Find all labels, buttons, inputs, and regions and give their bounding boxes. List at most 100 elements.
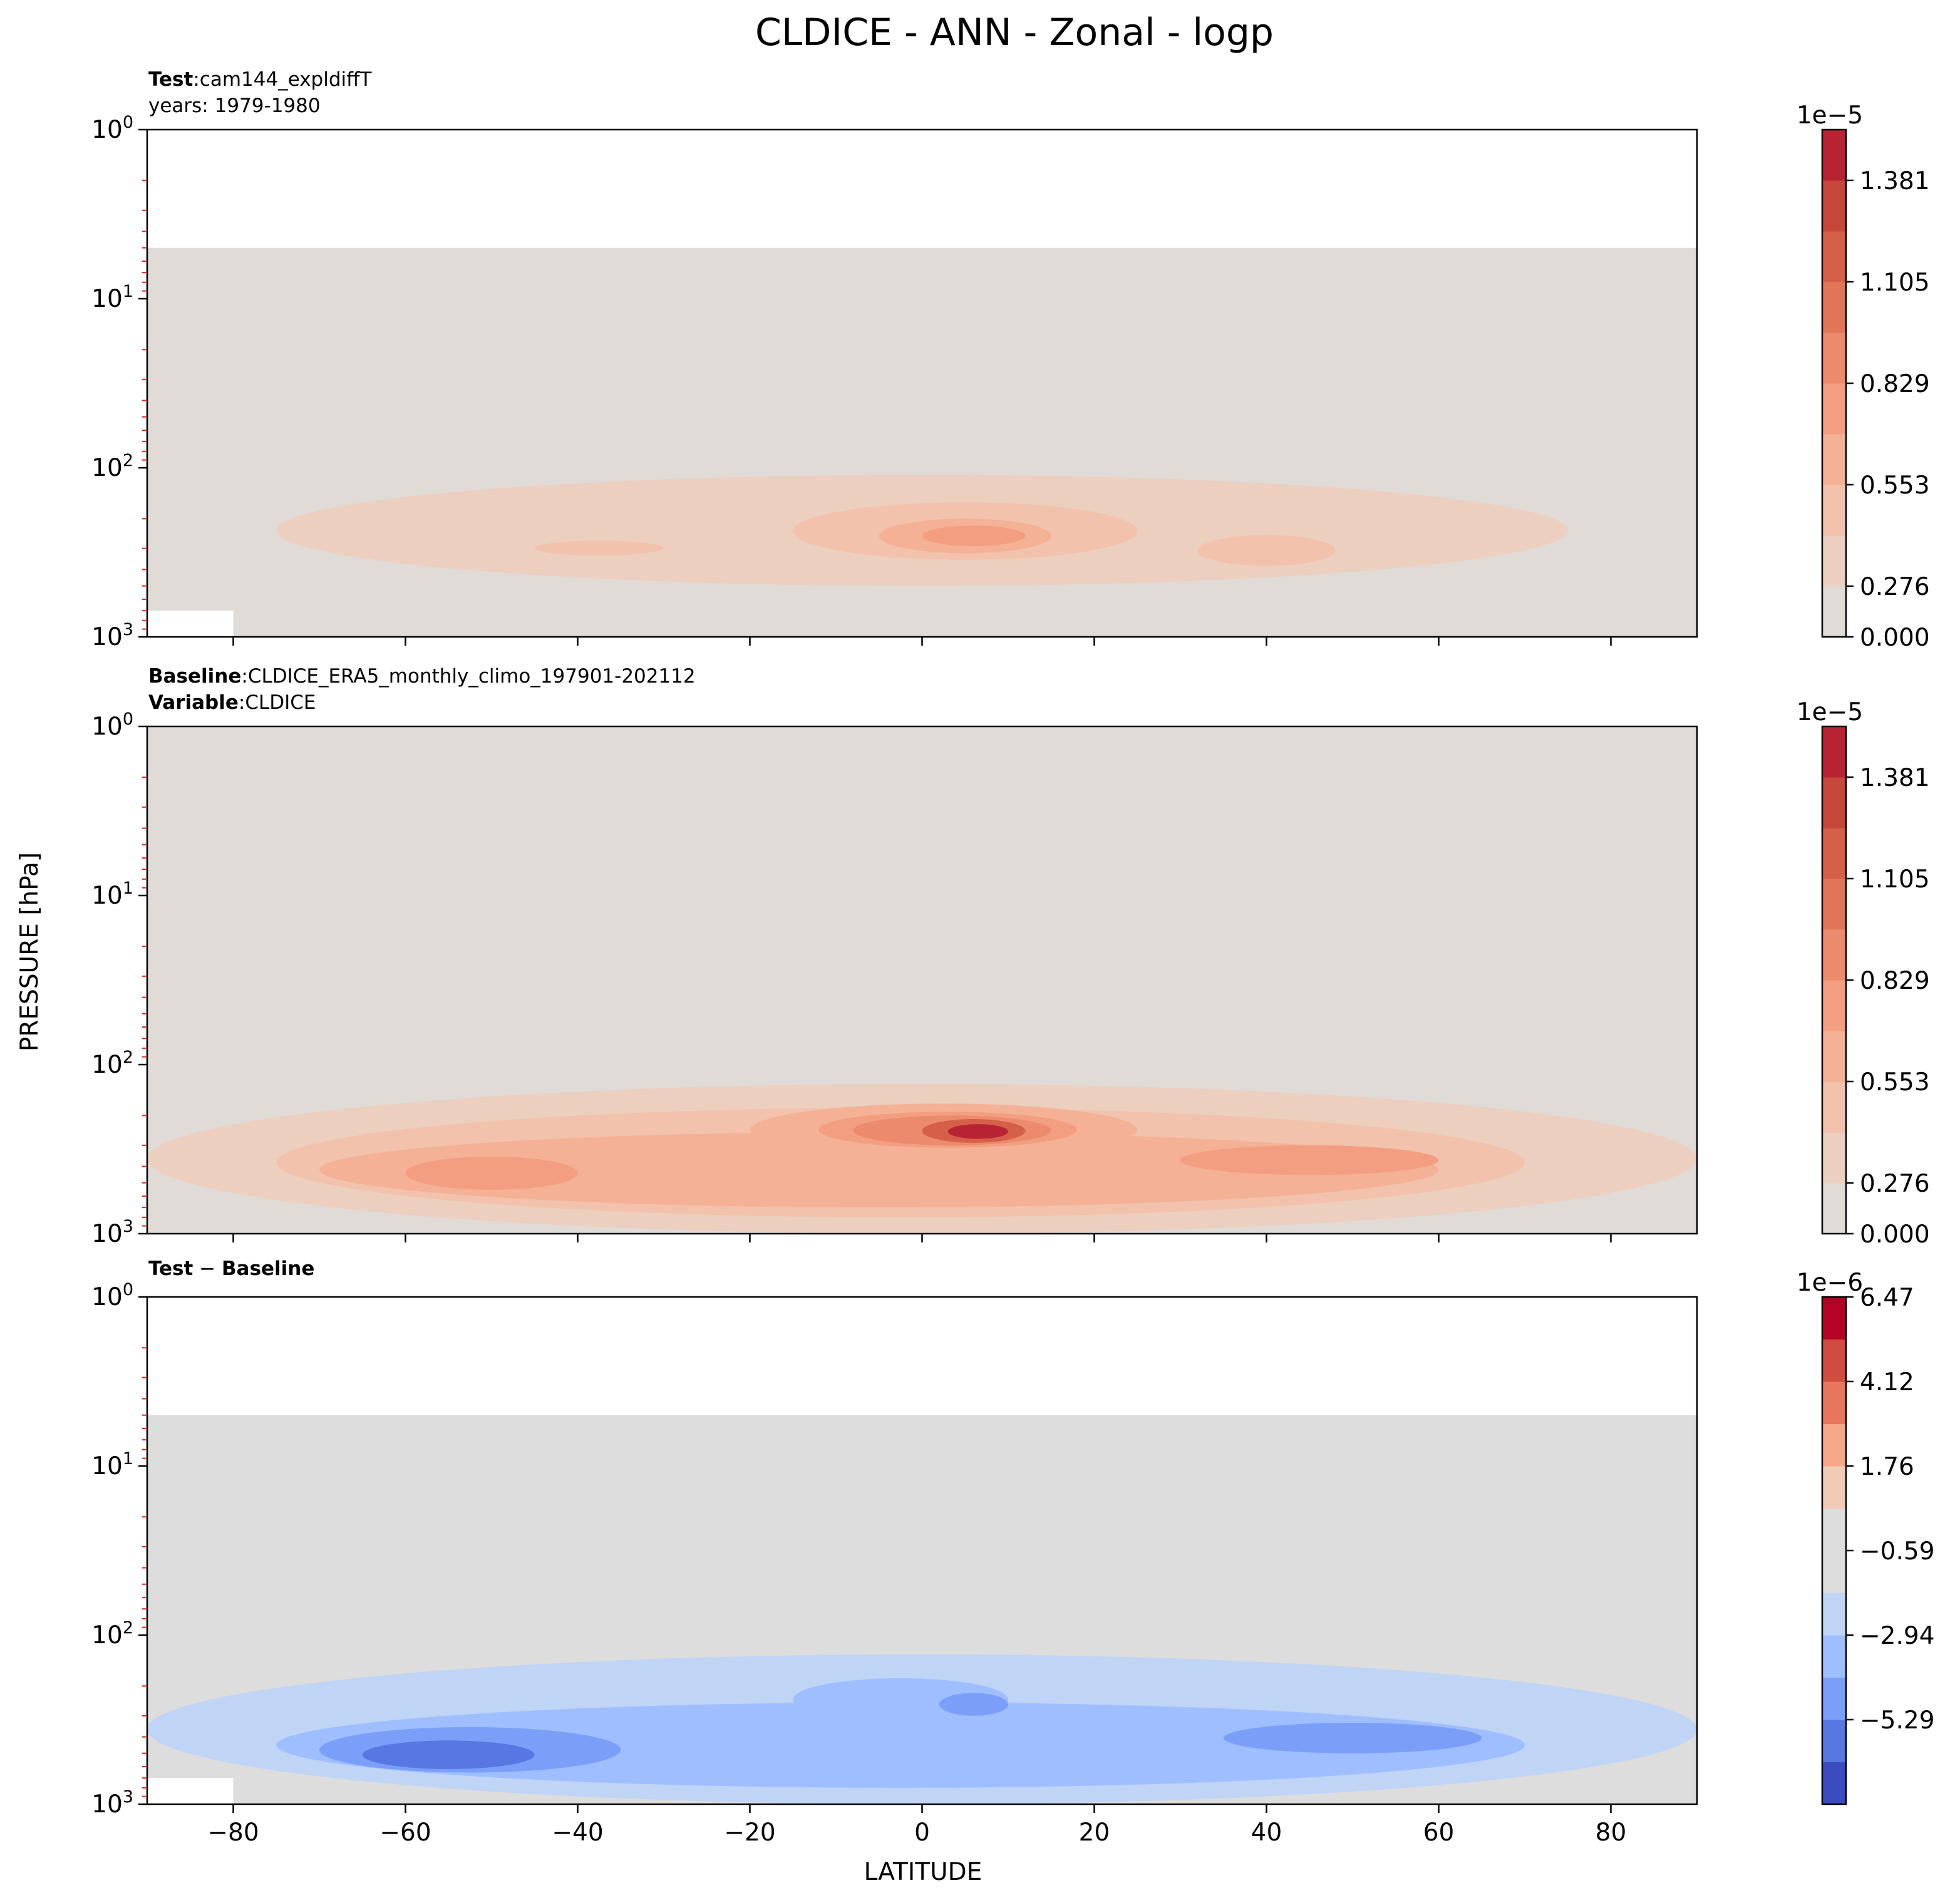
x-tick-label: 60 [1423, 1819, 1455, 1847]
x-tick-label: −20 [724, 1819, 775, 1847]
colorbar-segment [1822, 130, 1846, 181]
plot-area [147, 130, 1697, 637]
panel-difference: Test − Baseline 100 101 102 103 −80 −60 −40 −20 0… [91, 1257, 1934, 1847]
contour-region [319, 1132, 1439, 1208]
colorbar-segment [1822, 1423, 1846, 1467]
x-tick-label: 0 [914, 1819, 930, 1847]
colorbar-segment [1822, 1635, 1846, 1678]
colorbar-segment [1822, 1132, 1846, 1184]
x-axis-label: LATITUDE [864, 1858, 983, 1886]
colorbar-tick-label: 6.47 [1860, 1284, 1914, 1312]
colorbar-tick-label: 0.553 [1860, 472, 1930, 500]
panel-title-line: Baseline:CLDICE_ERA5_monthly_climo_19790… [148, 665, 696, 688]
colorbar-tick-label: 4.12 [1860, 1368, 1914, 1397]
colorbar-multiplier: 1e−6 [1797, 1269, 1863, 1297]
colorbar: 1e−5 1.381 1.105 0.829 0.553 0.276 0.000 [1797, 101, 1930, 652]
colorbar-segment [1822, 1297, 1846, 1340]
colorbar-tick-label: 0.829 [1860, 967, 1930, 995]
plot-area [147, 726, 1697, 1234]
colorbar-segment [1822, 1508, 1846, 1551]
colorbar-segment [1822, 1183, 1846, 1234]
colorbar-segment [1822, 1551, 1846, 1593]
y-tick-label: 102 [91, 1618, 133, 1650]
missing-data [147, 1778, 234, 1804]
y-axis-label: PRESSURE [hPa] [16, 852, 44, 1051]
colorbar-segment [1822, 333, 1846, 384]
colorbar-tick-label: 0.276 [1860, 573, 1930, 601]
colorbar-segment [1822, 180, 1846, 232]
panel-title-line: years: 1979-1980 [148, 95, 321, 117]
colorbar-multiplier: 1e−5 [1797, 698, 1863, 726]
x-tick-label: 80 [1596, 1819, 1627, 1847]
colorbar-segment [1822, 1339, 1846, 1382]
colorbar-segment [1822, 231, 1846, 282]
panel-baseline: Baseline:CLDICE_ERA5_monthly_climo_19790… [91, 665, 1929, 1249]
colorbar-tick-label: −2.94 [1860, 1622, 1935, 1650]
y-tick-label: 103 [91, 620, 133, 651]
colorbar-tick-label: 0.000 [1860, 1221, 1930, 1249]
missing-data [147, 611, 234, 637]
contour-region [939, 1693, 1008, 1716]
x-tick-label: −80 [207, 1819, 259, 1847]
colorbar-segment [1822, 1466, 1846, 1509]
plot-area [147, 1297, 1697, 1804]
x-tick-label: 20 [1079, 1819, 1110, 1847]
colorbar-segment [1822, 879, 1846, 930]
contour-region [276, 1702, 1525, 1788]
colorbar-tick-label: 1.381 [1860, 167, 1930, 195]
colorbar-segment [1822, 1720, 1846, 1762]
colorbar-tick-label: 0.276 [1860, 1170, 1930, 1198]
panel-title-line: Variable:CLDICE [148, 691, 316, 714]
panels: Test:cam144_expldiffT years: 1979-1980 100… [91, 68, 1934, 1847]
colorbar-tick-label: −0.59 [1860, 1537, 1935, 1566]
contour-region [1197, 535, 1336, 566]
colorbar-segment [1822, 1677, 1846, 1720]
contour-region [534, 540, 664, 555]
colorbar-segment [1822, 1031, 1846, 1082]
colorbar-segment [1822, 726, 1846, 778]
y-tick-label: 101 [91, 282, 133, 313]
x-tick-label: 40 [1251, 1819, 1282, 1847]
colorbar-segment [1822, 777, 1846, 829]
colorbar-segment [1822, 1762, 1846, 1805]
colorbar-segment [1822, 929, 1846, 981]
y-tick-label: 103 [91, 1217, 133, 1248]
colorbar-tick-label: 0.553 [1860, 1068, 1930, 1097]
contour-region [947, 1124, 1008, 1139]
y-tick-label: 100 [91, 1280, 133, 1311]
colorbar-tick-label: 1.105 [1860, 865, 1930, 894]
panel-title-line: Test:cam144_expldiffT [148, 68, 373, 91]
colorbar-tick-label: 1.76 [1860, 1453, 1914, 1481]
colorbar-tick-label: 1.105 [1860, 269, 1930, 297]
colorbar-segment [1822, 586, 1846, 638]
y-tick-label: 100 [91, 710, 133, 741]
contour-region [922, 525, 1026, 546]
colorbar-segment [1822, 1593, 1846, 1636]
colorbar-tick-label: −5.29 [1860, 1706, 1935, 1735]
y-tick-label: 100 [91, 113, 133, 144]
colorbar-segment [1822, 535, 1846, 587]
colorbar-segment [1822, 485, 1846, 536]
colorbar-tick-label: 0.829 [1860, 370, 1930, 398]
colorbar-segment [1822, 1381, 1846, 1424]
colorbar-segment [1822, 282, 1846, 333]
colorbar-tick-label: 1.381 [1860, 764, 1930, 792]
colorbar-multiplier: 1e−5 [1797, 101, 1863, 130]
x-tick-label: −60 [379, 1819, 431, 1847]
contour-region [1223, 1722, 1482, 1753]
y-tick-label: 102 [91, 451, 133, 482]
contour-region [362, 1740, 535, 1769]
colorbar: 1e−5 1.381 1.105 0.829 0.553 0.276 0.000 [1797, 698, 1930, 1249]
colorbar-segment [1822, 434, 1846, 485]
colorbar-tick-label: 0.000 [1860, 624, 1930, 652]
contour-region [1180, 1145, 1439, 1175]
panel-title-line: Test − Baseline [148, 1257, 314, 1280]
colorbar-segment [1822, 383, 1846, 435]
y-tick-label: 103 [91, 1787, 133, 1819]
y-tick-label: 101 [91, 879, 133, 910]
figure-title: CLDICE - ANN - Zonal - logp [755, 11, 1274, 54]
x-tick-label: −40 [552, 1819, 603, 1847]
colorbar-segment [1822, 980, 1846, 1031]
colorbar-segment [1822, 1082, 1846, 1133]
